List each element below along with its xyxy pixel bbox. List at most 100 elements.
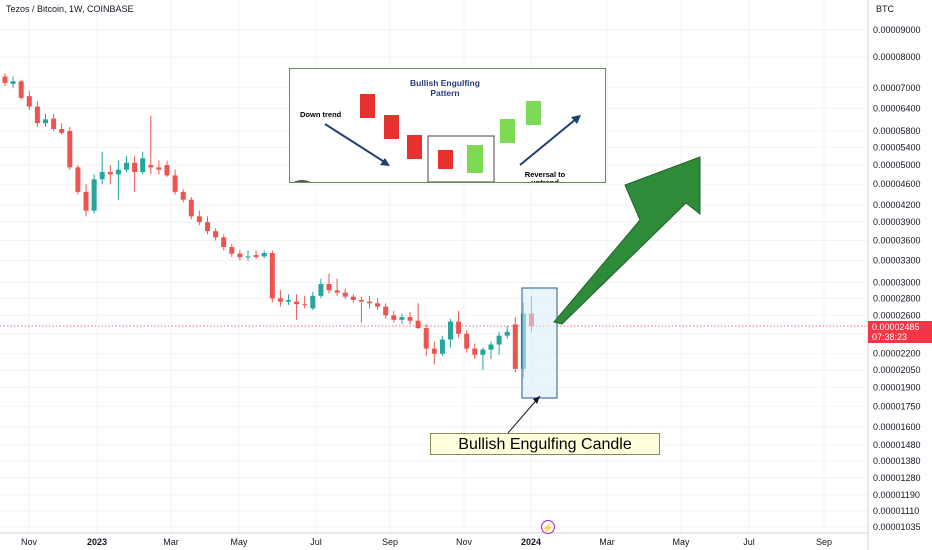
candle[interactable] [326, 273, 332, 294]
price-tick-label: 0.00005400 [873, 142, 921, 152]
inset-candle-engulfing [467, 145, 483, 173]
candle[interactable] [59, 123, 65, 135]
last-price-tag: 0.00002485 07:38:23 [868, 321, 932, 343]
candle[interactable] [18, 79, 24, 100]
down-trend-label: Down trend [300, 110, 342, 119]
candle-body-down [51, 118, 57, 129]
candle[interactable] [383, 303, 389, 319]
candle[interactable] [26, 91, 32, 111]
lightning-icon[interactable]: ⚡ [541, 520, 555, 534]
candle[interactable] [229, 243, 235, 258]
candle[interactable] [269, 250, 275, 303]
time-axis[interactable]: Nov 2023 Mar May Jul Sep Nov 2024 Mar May Jul Sep [21, 537, 832, 547]
candle-body-up [399, 317, 405, 320]
inset-engulf-box [427, 135, 495, 182]
candle[interactable] [496, 331, 502, 355]
candle-body-down [75, 167, 81, 192]
inset-candle-down-2 [384, 115, 399, 139]
candle-body-down [213, 231, 219, 238]
candle[interactable] [310, 291, 316, 311]
inset-title-line2: Pattern [430, 88, 460, 98]
candle[interactable] [164, 160, 170, 177]
candle[interactable] [91, 174, 97, 214]
candle[interactable] [124, 156, 129, 173]
price-tick-label: 0.00003300 [873, 256, 921, 266]
candle[interactable] [2, 73, 8, 87]
price-tick-label: 0.00003600 [873, 236, 921, 246]
candle-body-down [229, 247, 235, 254]
candle-body-down [456, 321, 462, 334]
candle-body-up [261, 253, 267, 257]
candle[interactable] [140, 151, 146, 175]
candle[interactable] [261, 250, 267, 259]
candle[interactable] [504, 326, 510, 339]
candle[interactable] [464, 329, 470, 353]
candle[interactable] [439, 335, 445, 356]
candle-body-down [188, 199, 194, 217]
candle-body-down [350, 296, 356, 300]
candle[interactable] [342, 288, 348, 300]
candle-body-down [375, 303, 381, 307]
candle[interactable] [34, 101, 40, 128]
candle[interactable] [350, 294, 356, 303]
candle[interactable] [205, 216, 210, 235]
candle[interactable] [10, 76, 16, 88]
candle-body-down [383, 306, 389, 316]
candle[interactable] [302, 295, 308, 309]
candle[interactable] [51, 113, 57, 131]
candle[interactable] [132, 156, 138, 192]
candle[interactable] [318, 278, 324, 299]
candle-body-down [326, 283, 332, 291]
candle[interactable] [472, 343, 478, 360]
candle[interactable] [43, 113, 48, 128]
candle[interactable] [107, 165, 113, 185]
candle[interactable] [488, 341, 494, 360]
time-tick-label: Nov [21, 537, 38, 547]
price-tick-label: 0.00009000 [873, 25, 921, 35]
candle-body-down [358, 299, 364, 302]
candle[interactable] [375, 298, 381, 311]
time-tick-label: Mar [599, 537, 615, 547]
candle[interactable] [188, 197, 194, 220]
candle[interactable] [75, 165, 81, 195]
candle[interactable] [358, 296, 364, 323]
candle[interactable] [367, 295, 372, 309]
candle-body-up [318, 283, 324, 296]
candle[interactable] [148, 115, 154, 175]
candle[interactable] [286, 294, 291, 305]
candles [2, 73, 534, 378]
candle[interactable] [456, 310, 462, 338]
candle[interactable] [67, 127, 73, 170]
candle[interactable] [415, 303, 421, 329]
inset-candle-up-1 [500, 119, 515, 143]
candle[interactable] [196, 210, 202, 226]
candle[interactable] [431, 341, 437, 365]
candle[interactable] [277, 290, 283, 307]
price-axis[interactable]: 0.00009000 0.00008000 0.00007000 0.00006400… [873, 25, 921, 532]
price-tick-label: 0.00007000 [873, 83, 921, 93]
candle[interactable] [448, 318, 453, 348]
candle[interactable] [115, 160, 121, 200]
candle[interactable] [237, 250, 243, 261]
candle[interactable] [83, 184, 89, 217]
candle[interactable] [480, 347, 486, 370]
candle[interactable] [180, 189, 186, 203]
candle[interactable] [99, 151, 105, 185]
candle[interactable] [512, 317, 518, 373]
candle[interactable] [213, 228, 219, 241]
candle[interactable] [423, 324, 429, 356]
price-tick-label: 0.00002050 [873, 365, 921, 375]
candle-body-down [164, 165, 170, 176]
candle[interactable] [334, 278, 340, 296]
candle[interactable] [172, 169, 178, 195]
candle[interactable] [221, 234, 227, 251]
candle[interactable] [294, 294, 300, 320]
candle[interactable] [253, 250, 259, 260]
candle[interactable] [391, 310, 397, 323]
candle[interactable] [399, 313, 405, 325]
inset-up-arrow [519, 118, 577, 166]
candle[interactable] [407, 311, 413, 325]
candle[interactable] [245, 250, 251, 261]
candle[interactable] [156, 160, 162, 175]
candle-body-down [472, 348, 478, 355]
